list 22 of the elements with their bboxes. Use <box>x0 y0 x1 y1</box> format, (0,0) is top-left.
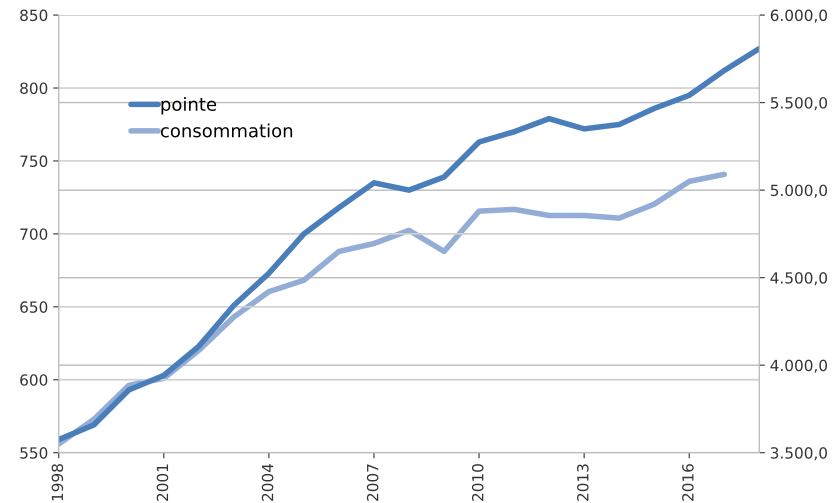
y-tick-label: 850 <box>20 10 48 22</box>
x-tick-label: 1998 <box>52 464 64 500</box>
y2-tick-label: 5.000,0 <box>770 184 828 198</box>
y-tick-label: 700 <box>20 228 48 240</box>
y2-tick-label: 4.000,0 <box>770 360 828 373</box>
x-tick-label: 2004 <box>262 464 274 501</box>
x-tick-label: 2016 <box>682 464 694 501</box>
y2-tick-label: 5.500,0 <box>770 97 828 110</box>
y-tick-label: 750 <box>20 155 48 167</box>
x-tick-label: 2010 <box>472 464 484 501</box>
y-tick-label: 600 <box>20 374 48 386</box>
x-tick-label: 2007 <box>366 464 378 501</box>
y2-tick-label: 4.500,0 <box>770 272 828 286</box>
y-tick-label: 650 <box>20 301 48 313</box>
y-tick-label: 550 <box>20 447 48 459</box>
y2-tick-label: 3.500,0 <box>770 447 828 460</box>
x-tick-label: 2013 <box>577 464 589 501</box>
legend-label: pointe <box>162 96 216 114</box>
x-tick-label: 2001 <box>156 464 168 501</box>
y2-tick-label: 6.000,0 <box>770 10 828 23</box>
y-tick-label: 800 <box>20 82 48 94</box>
legend-label: consommation <box>160 123 292 138</box>
